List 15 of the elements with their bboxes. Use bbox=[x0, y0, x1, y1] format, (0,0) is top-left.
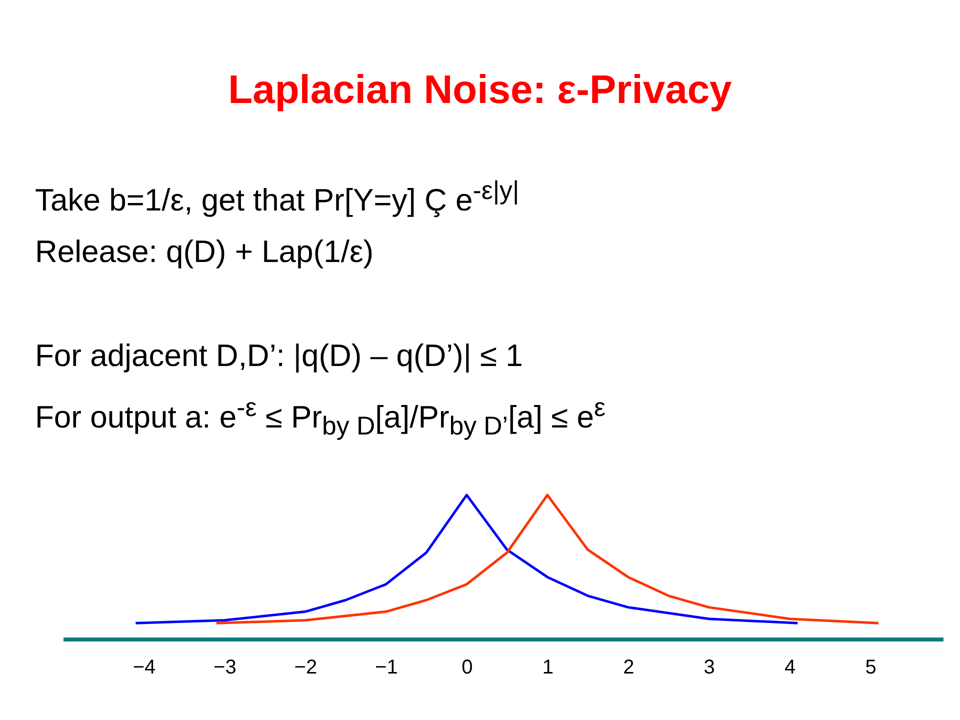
x-tick-label: −4 bbox=[132, 656, 156, 678]
x-tick-label: 3 bbox=[704, 656, 715, 678]
chart-title: Laplacian Noise: ε-Privacy bbox=[227, 68, 733, 113]
x-tick-label: 0 bbox=[462, 656, 473, 678]
text: For output a: e$^{-ε}$ ≤ Pr$_{by D}$[a]/Pr$_{by D’}$[a] ≤ e$^{ε}$ bbox=[35, 393, 606, 443]
x-tick-label: −3 bbox=[214, 656, 236, 678]
text: Take b=1/ε, get that Pr[Y=y] Ç e$^{-ε|y|}$ bbox=[35, 176, 520, 220]
x-tick-label: 2 bbox=[623, 656, 634, 678]
text: Release: q(D) + Lap(1/ε) bbox=[35, 233, 375, 272]
text: For adjacent D,D’: |q(D) – q(D’)| ≤ 1 bbox=[35, 337, 524, 376]
x-tick-label: −2 bbox=[294, 656, 318, 678]
x-tick-label: −1 bbox=[375, 656, 398, 678]
x-tick-label: 1 bbox=[542, 656, 554, 678]
x-tick-label: 4 bbox=[784, 656, 796, 678]
x-tick-label: 5 bbox=[865, 656, 876, 678]
